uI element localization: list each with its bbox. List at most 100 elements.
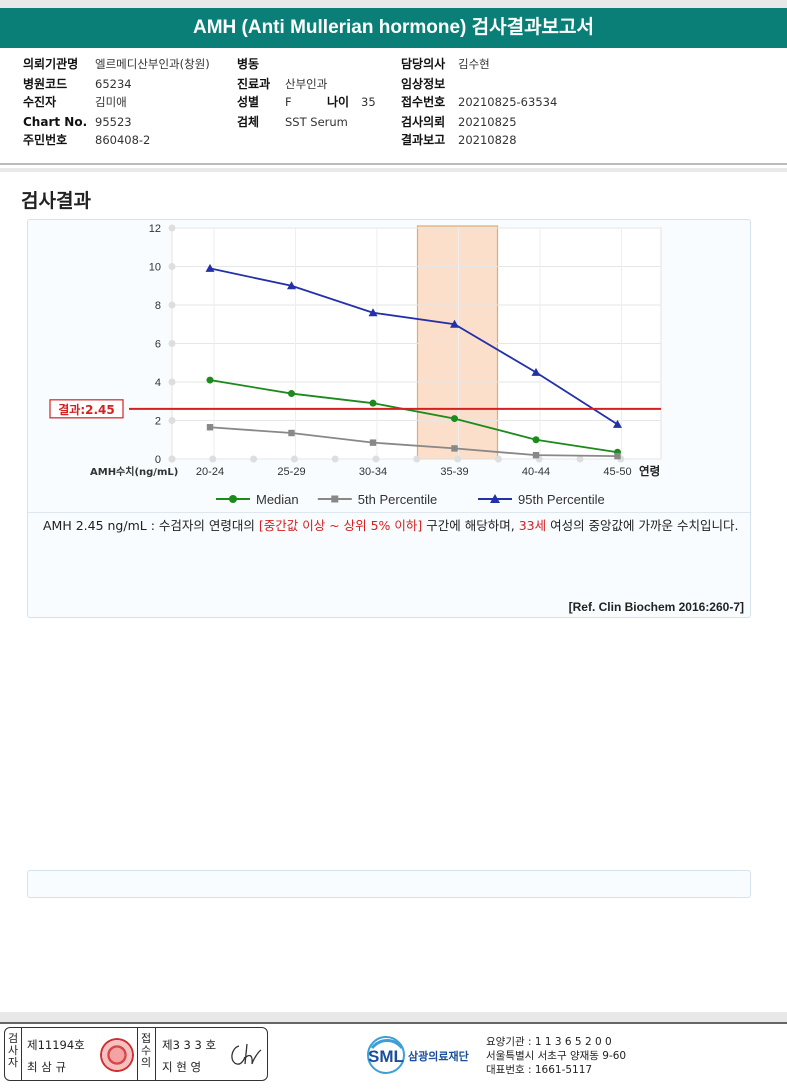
institution-value: 엘르메디산부인과(창원) [95,57,210,71]
clinical-info-label: 임상정보 [401,77,446,91]
legend-marker [331,495,339,503]
data-point [531,367,541,376]
series-line [209,426,618,458]
data-point [287,281,296,290]
examiner-name: 최 삼 규 [27,1060,67,1074]
lab-code: 요양기관 : 1 1 3 6 5 2 0 0 [486,1036,612,1048]
receiver-name: 지 현 영 [162,1060,202,1074]
header-divider-shadow [0,168,787,172]
chart-divider [28,512,750,513]
y-tick-label: 8 [155,300,161,312]
data-point [369,399,377,407]
specimen-value: SST Serum [285,115,348,129]
result-label-box [49,399,124,419]
resident-no-value: 860408-2 [95,133,151,147]
signature [231,1043,262,1065]
x-tick-label: 35-39 [440,466,468,478]
data-point [368,308,378,317]
resident-no-label: 주민번호 [23,133,68,147]
x-tick-dot [454,455,462,463]
dept-label: 진료과 [237,77,271,91]
x-tick-label: 20-24 [196,466,224,478]
lab-phone: 대표번호 : 1661-5117 [486,1064,593,1076]
chart-no-value: 95523 [95,115,132,129]
x-axis-label: 연령 [639,464,660,478]
hospital-code-label: 병원코드 [23,77,68,91]
x-tick-dot [494,455,502,463]
receipt-no-label: 접수번호 [401,95,446,109]
y-tick-label: 4 [155,377,161,389]
section-title: 검사결과 [21,190,91,212]
logo-arc [370,1039,404,1050]
x-tick-dot [331,455,339,463]
examiner-no: 제11194호 [27,1038,85,1052]
hospital-code-value: 65234 [95,77,132,91]
data-point [288,429,295,437]
y-tick-label: 10 [149,262,161,274]
specimen-label: 검체 [237,115,260,129]
empty-panel [27,870,751,898]
legend-label: Median [256,492,299,507]
comment-age: 33세 [518,518,547,533]
institution-label: 의뢰기관명 [23,57,79,71]
y-tick-label: 6 [155,339,161,351]
patient-value: 김미애 [95,95,127,109]
data-point [369,439,377,446]
result-label: 결과:2.45 [58,402,115,417]
comment-text-2: 구간에 해당하며, [422,518,519,533]
comment-range: [중간값 이상 ~ 상위 5% 이하] [258,518,423,533]
logo-ring [367,1036,405,1074]
dept-value: 산부인과 [285,77,328,91]
y-tick-dot [168,301,176,309]
y-axis-label: AMH수치(ng/mL) [90,465,178,478]
doctor-label: 담당의사 [401,57,446,71]
data-point [450,319,459,328]
sign-divider [21,1028,22,1080]
x-tick-dot [413,455,421,463]
sml-logo: SML 삼광의료재단 [367,1036,469,1074]
data-point [288,390,295,398]
footer-band [0,1012,787,1022]
x-tick-dot [209,455,217,463]
comment-text-1: AMH 2.45 ng/mL : 수검자의 연령대의 [43,518,259,533]
age-label: 나이 [327,95,350,109]
y-tick-dot [168,263,176,270]
comment-text-3: 여성의 중앙값에 가까운 수치입니다. [546,518,739,533]
amh-chart: 0 2 4 6 8 10 12 20-24 25-29 30-34 35-39 40-44 45-50 A… [49,223,662,507]
data-point [451,445,458,452]
data-point [206,424,214,431]
header-divider [0,163,787,165]
data-point [205,263,215,272]
y-tick-label: 0 [155,454,161,466]
sex-label: 성별 [237,95,260,109]
y-tick-dot [168,378,176,386]
chart-no-label: Chart No. [23,115,88,129]
ward-label: 병동 [237,57,260,71]
request-date-label: 검사의뢰 [401,115,446,129]
x-tick-label: 40-44 [522,466,550,478]
y-tick-label: 2 [155,416,161,428]
report-title: AMH (Anti Mullerian hormone) 검사결과보고서 [0,8,787,48]
data-point [614,452,621,460]
legend-marker [229,495,237,503]
receiver-no: 제3 3 3 호 [162,1038,217,1052]
seal-stamp [100,1038,134,1072]
y-tick-label: 12 [149,223,161,235]
data-point [451,415,458,423]
x-tick-label: 25-29 [277,466,305,478]
x-tick-dot [168,455,176,463]
report-date-label: 결과보고 [401,133,446,147]
logo-text: SML [368,1047,404,1066]
legend-label: 5th Percentile [358,492,438,507]
report-date-value: 20210828 [458,133,517,147]
footer-line [0,1022,787,1024]
sign-divider [155,1028,156,1080]
x-tick-dot [372,455,380,463]
sex-value: F [285,95,292,109]
x-tick-dot [250,455,258,463]
y-tick-dot [168,224,176,232]
data-point [206,376,214,384]
